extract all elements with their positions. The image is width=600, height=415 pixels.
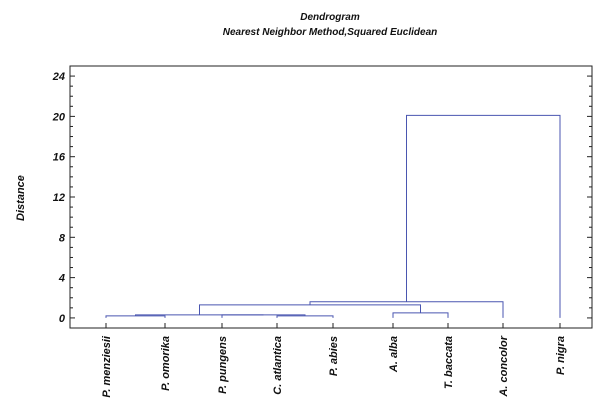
chart-title: Dendrogram [300,12,360,23]
x-axis: P. menziesii P. omorika P. pungens C. atlan… [101,323,567,398]
y-tick-label: 20 [52,111,66,123]
y-tick-label: 12 [53,192,65,204]
chart-subtitle: Nearest Neighbor Method,Squared Euclidea… [223,27,437,38]
dendrogram-link-2 [276,315,334,318]
leaf-label: P. menziesii [101,335,113,397]
leaf-label: P. abies [328,336,340,376]
y-tick-label: 4 [58,273,65,285]
leaf-label: A. concolor [498,335,510,397]
dendrogram-link-1 [105,315,166,318]
y-axis-label: Distance [15,175,27,221]
dendrogram-link-7 [309,301,504,318]
plot-frame [69,65,593,329]
leaf-label: P. nigra [555,336,567,375]
leaf-label: A. alba [388,336,400,373]
leaf-label: P. omorika [160,336,172,391]
y-tick-label: 16 [53,152,66,164]
dendrogram-links [105,114,561,318]
dendrogram-link-5 [135,314,264,316]
dendrogram-link-8 [406,114,561,318]
leaf-label: T. baccata [443,336,455,389]
leaf-label: C. atlantica [272,336,284,395]
y-tick-label: 0 [59,313,66,325]
y-axis: 0 4 8 12 16 20 24 [52,65,592,329]
dendrogram-link-6 [199,304,421,315]
y-tick-label: 8 [59,232,66,244]
dendrogram-link-3 [392,312,449,318]
leaf-label: P. pungens [217,336,229,394]
y-tick-label: 24 [52,71,65,83]
